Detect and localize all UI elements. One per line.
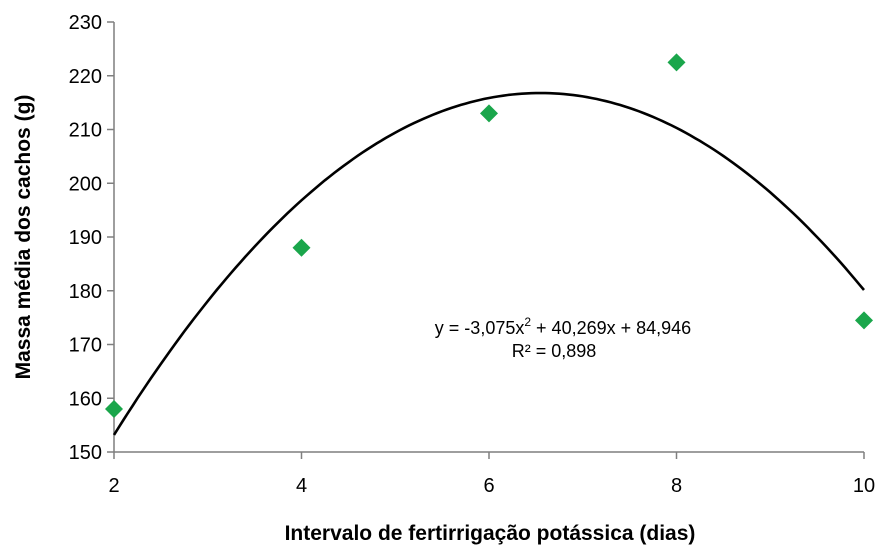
- y-tick-label: 210: [69, 120, 102, 142]
- y-tick-label: 180: [69, 281, 102, 303]
- equation-exponent: 2: [524, 315, 531, 329]
- x-tick-label: 10: [853, 475, 875, 497]
- equation-label: y = -3,075x2 + 40,269x + 84,946: [435, 315, 691, 338]
- y-tick-label: 150: [69, 442, 102, 464]
- data-point: [292, 238, 311, 257]
- data-point: [480, 104, 498, 123]
- x-tick-label: 6: [483, 475, 494, 497]
- x-tick-label: 2: [108, 475, 119, 497]
- y-tick-label: 220: [69, 66, 102, 88]
- y-tick-label: 170: [69, 335, 102, 357]
- plot-area: 150 160 170 180 190 200 210 220 230 2 4 6 8 10: [69, 12, 876, 497]
- y-tick-label: 230: [69, 12, 102, 34]
- data-point: [105, 400, 123, 418]
- y-axis-title: Massa média dos cachos (g): [12, 95, 35, 380]
- data-point: [667, 53, 686, 72]
- trendline-curve: [112, 91, 865, 436]
- data-points: [105, 53, 873, 418]
- equation-part-2: + 40,269x + 84,946: [531, 318, 691, 338]
- r-squared-label: R² = 0,898: [512, 341, 597, 361]
- x-axis-ticks: 2 4 6 8 10: [108, 452, 875, 497]
- data-point: [855, 311, 873, 330]
- equation-part-1: y = -3,075x: [435, 318, 525, 338]
- x-axis-title: Intervalo de fertirrigação potássica (di…: [285, 522, 696, 545]
- y-tick-label: 190: [69, 227, 102, 249]
- x-tick-label: 4: [296, 475, 307, 497]
- y-tick-label: 200: [69, 173, 102, 195]
- y-tick-label: 160: [69, 388, 102, 410]
- x-tick-label: 8: [671, 475, 682, 497]
- y-axis-ticks: 150 160 170 180 190 200 210 220 230: [69, 12, 114, 464]
